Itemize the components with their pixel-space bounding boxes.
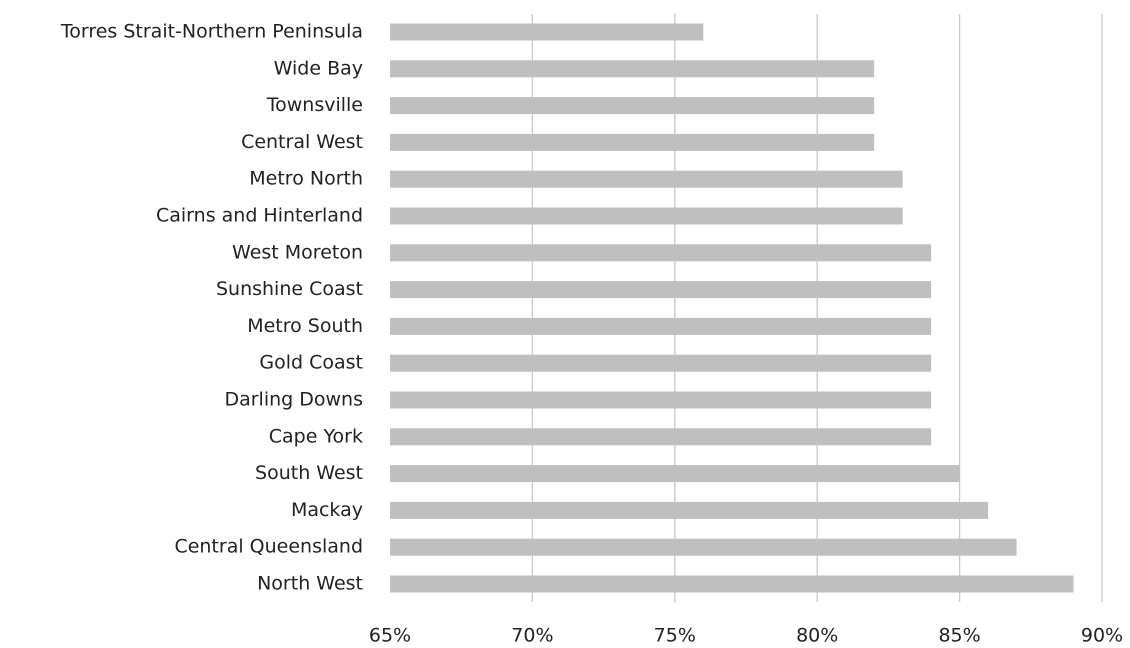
bar (390, 281, 932, 299)
x-tick-label: 90% (1081, 625, 1123, 647)
bar (390, 575, 1074, 593)
bar (390, 354, 932, 372)
bar (390, 97, 875, 115)
bar (390, 170, 903, 188)
x-tick-label: 70% (511, 625, 553, 647)
bar (390, 133, 875, 151)
y-tick-label: Central West (241, 131, 363, 153)
y-tick-label: Cape York (269, 425, 363, 447)
y-tick-label: Darling Downs (224, 389, 363, 411)
y-tick-label: South West (255, 462, 363, 484)
bar (390, 317, 932, 335)
bar (390, 207, 903, 225)
y-tick-label: Metro South (247, 315, 363, 337)
y-tick-label: Central Queensland (174, 536, 363, 558)
y-tick-label: Wide Bay (274, 57, 363, 79)
y-tick-label: Sunshine Coast (216, 278, 363, 300)
bar (390, 465, 960, 483)
y-tick-label: Townsville (266, 94, 363, 116)
y-tick-label: Gold Coast (259, 352, 363, 374)
y-tick-label: Torres Strait-Northern Peninsula (60, 21, 363, 43)
bar (390, 538, 1017, 556)
y-tick-label: North West (257, 573, 363, 595)
bar (390, 391, 932, 409)
bar (390, 428, 932, 446)
x-tick-label: 85% (938, 625, 980, 647)
bar (390, 501, 989, 519)
y-tick-label: Mackay (291, 499, 363, 521)
y-tick-label: Metro North (249, 168, 363, 190)
bar (390, 244, 932, 262)
y-tick-label: Cairns and Hinterland (156, 205, 363, 227)
bar (390, 60, 875, 78)
x-tick-label: 75% (654, 625, 696, 647)
x-tick-label: 65% (369, 625, 411, 647)
bar (390, 23, 704, 41)
x-tick-label: 80% (796, 625, 838, 647)
y-tick-label: West Moreton (232, 241, 363, 263)
